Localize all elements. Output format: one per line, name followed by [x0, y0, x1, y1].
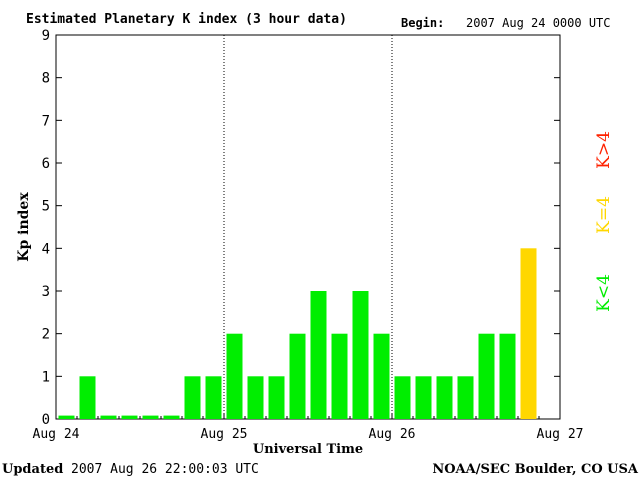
kp-bar	[142, 415, 159, 419]
kp-bar	[100, 415, 117, 419]
kp-bar	[331, 333, 348, 419]
x-tick-label: Aug 25	[201, 427, 248, 442]
x-tick-label: Aug 24	[33, 427, 80, 442]
legend-high: K>4	[594, 131, 614, 169]
x-axis-ticks: Aug 24 Aug 25 Aug 26 Aug 27	[33, 413, 584, 442]
chart-title: Estimated Planetary K index (3 hour data…	[26, 12, 347, 27]
bar-series	[58, 248, 537, 419]
kp-bar	[184, 376, 201, 419]
kp-bar	[352, 291, 369, 419]
kp-bar	[457, 376, 474, 419]
kp-bar	[163, 415, 180, 419]
kp-bar	[394, 376, 411, 419]
legend-low: K<4	[594, 274, 614, 312]
x-axis-label: Universal Time	[253, 442, 363, 457]
y-tick-label: 1	[42, 369, 50, 385]
y-axis-label: Kp index	[16, 192, 32, 262]
kp-bar	[415, 376, 432, 419]
updated-value: 2007 Aug 26 22:00:03 UTC	[71, 462, 259, 477]
y-tick-label: 6	[42, 156, 50, 172]
kp-bar	[268, 376, 285, 419]
kp-bar	[289, 333, 306, 419]
y-tick-label: 4	[42, 241, 50, 257]
y-tick-label: 5	[42, 199, 50, 215]
x-tick-label: Aug 26	[369, 427, 416, 442]
y-tick-label: 9	[42, 28, 50, 44]
kp-bar	[310, 291, 327, 419]
begin-value: 2007 Aug 24 0000 UTC	[466, 16, 611, 30]
updated-label: Updated	[2, 462, 63, 477]
y-tick-label: 3	[42, 284, 50, 300]
source-label: NOAA/SEC Boulder, CO USA	[432, 462, 639, 477]
kp-bar	[79, 376, 96, 419]
kp-bar	[478, 333, 495, 419]
day-separators	[223, 35, 393, 419]
kp-bar	[373, 333, 390, 419]
kp-bar	[205, 376, 222, 419]
y-tick-label: 7	[42, 113, 50, 129]
kp-bar	[499, 333, 516, 419]
kp-bar	[247, 376, 264, 419]
y-tick-label: 8	[42, 71, 50, 87]
begin-label: Begin:	[401, 16, 444, 30]
x-tick-label: Aug 27	[537, 427, 584, 442]
kp-bar	[121, 415, 138, 419]
legend-equal: K=4	[594, 196, 614, 234]
y-tick-label: 2	[42, 327, 50, 343]
kp-bar	[58, 415, 75, 419]
kp-bar	[436, 376, 453, 419]
y-axis-ticks: 0 1 2 3 4 5 6 7 8 9	[42, 28, 560, 428]
kp-bar	[520, 248, 537, 419]
kp-bar	[226, 333, 243, 419]
y-tick-label: 0	[42, 412, 50, 428]
